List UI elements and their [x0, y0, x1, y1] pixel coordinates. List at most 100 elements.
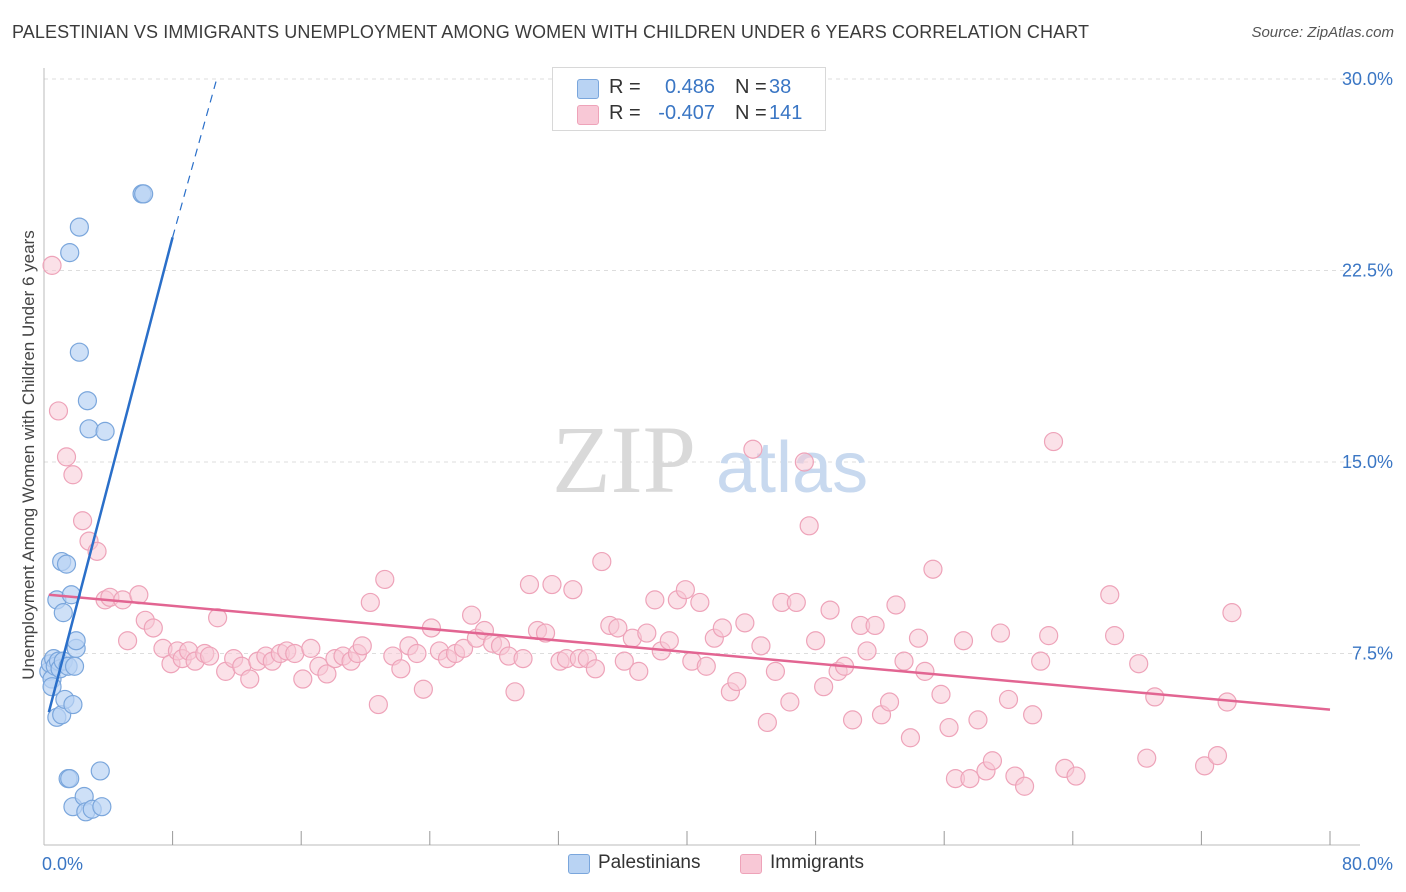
trend-lines	[47, 81, 1331, 713]
immigrants-point	[413, 679, 433, 699]
immigrants-point	[535, 623, 556, 643]
grid-lines	[44, 78, 1360, 654]
immigrants-point	[751, 636, 771, 656]
immigrants-point	[72, 511, 93, 531]
palestinians-legend-label: Palestinians	[598, 852, 701, 873]
palestinians-point	[56, 554, 77, 574]
immigrants-point	[1066, 766, 1086, 786]
immigrants-point	[1207, 746, 1228, 766]
immigrants-point	[690, 592, 710, 613]
y-tick-label: 15.0%	[1342, 452, 1393, 472]
palestinians-point	[69, 217, 89, 237]
x-tick-label: 80.0%	[1342, 854, 1393, 874]
immigrants-point	[743, 439, 763, 459]
immigrants-point	[915, 661, 935, 681]
immigrants-trend-line	[48, 593, 1331, 711]
immigrants-point	[1014, 776, 1035, 796]
immigrants-point	[923, 559, 943, 579]
immigrants-point	[317, 664, 337, 684]
immigrants-point	[857, 641, 877, 661]
immigrants-legend-label: Immigrants	[770, 852, 864, 873]
immigrants-point	[786, 592, 806, 613]
immigrants-point	[939, 717, 959, 738]
palestinians-point	[90, 761, 110, 781]
immigrants-point	[799, 516, 819, 536]
immigrants-point	[505, 682, 525, 702]
immigrants-point	[285, 643, 305, 664]
legend-n-label: N =	[735, 76, 767, 98]
immigrants-point	[757, 712, 777, 733]
immigrants-point	[360, 592, 380, 613]
immigrants-swatch	[740, 854, 762, 874]
immigrants-point	[42, 255, 62, 275]
immigrants-swatch	[577, 105, 599, 125]
tick-labels: 7.5% 15.0% 22.5% 30.0% 0.0% 80.0%	[42, 69, 1393, 874]
immigrants-point	[563, 580, 583, 600]
palestinians-point	[134, 184, 154, 204]
palestinians-point	[92, 797, 112, 817]
immigrants-point	[1104, 626, 1125, 646]
immigrants-point	[391, 659, 411, 679]
immigrants-points	[42, 255, 1242, 796]
palestinians-swatch	[568, 854, 590, 874]
immigrants-point	[968, 710, 988, 730]
immigrants-point	[240, 669, 260, 689]
legend-r-label: R =	[609, 102, 641, 124]
immigrants-point	[645, 590, 665, 610]
immigrants-point	[519, 574, 540, 595]
immigrants-point	[1100, 585, 1120, 605]
legend-row-palestinians: R = 0.486 N = 38	[553, 74, 825, 102]
correlation-legend: R = 0.486 N = 38 R = -0.407 N = 141	[552, 67, 826, 131]
immigrants-point	[608, 618, 628, 638]
watermark-zip: ZIP	[552, 406, 696, 513]
immigrants-point	[352, 636, 372, 656]
y-axis-label: Unemployment Among Women with Children U…	[19, 230, 38, 679]
y-tick-label: 30.0%	[1342, 69, 1393, 89]
watermark: ZIP atlas	[552, 406, 868, 513]
immigrants-point	[1023, 705, 1043, 725]
immigrants-point	[727, 671, 747, 692]
immigrants-point	[675, 580, 695, 600]
axes	[43, 68, 1360, 846]
immigrants-point	[659, 631, 679, 651]
source-label: Source: ZipAtlas.com	[1251, 24, 1394, 41]
immigrants-point	[990, 623, 1011, 643]
legend-r-label: R =	[609, 76, 641, 98]
immigrants-point	[1043, 431, 1064, 452]
legend-row-immigrants: R = -0.407 N = 141	[553, 100, 825, 128]
immigrants-point	[1195, 756, 1215, 776]
immigrants-point	[614, 651, 634, 671]
immigrants-point	[1031, 651, 1051, 671]
immigrants-point	[886, 595, 906, 615]
immigrants-point	[820, 600, 840, 620]
palestinians-point	[69, 342, 89, 362]
palestinians-point	[63, 694, 83, 715]
y-tick-label: 22.5%	[1342, 261, 1393, 281]
immigrants-point	[696, 656, 716, 676]
immigrants-point	[1145, 687, 1165, 707]
immigrants-point	[712, 618, 732, 638]
legend-r-value: -0.407	[658, 102, 715, 124]
immigrants-point	[48, 401, 69, 421]
immigrants-point	[63, 465, 83, 485]
immigrants-point	[982, 751, 1003, 771]
immigrants-point	[117, 631, 138, 651]
immigrants-point	[814, 677, 834, 697]
immigrants-point	[368, 694, 388, 715]
palestinians-trend-extension	[172, 81, 217, 238]
immigrants-point	[1039, 626, 1059, 646]
immigrants-point	[293, 669, 313, 689]
chart-title: PALESTINIAN VS IMMIGRANTS UNEMPLOYMENT A…	[12, 22, 1090, 42]
immigrants-point	[780, 692, 800, 712]
immigrants-point	[375, 569, 395, 590]
immigrants-point	[407, 643, 427, 664]
legend-n-value: 38	[769, 76, 792, 98]
immigrants-point	[842, 710, 863, 730]
immigrants-point	[879, 692, 900, 712]
legend-r-value: 0.486	[664, 76, 715, 98]
immigrants-point	[629, 661, 649, 681]
palestinians-points	[39, 184, 154, 822]
immigrants-point	[143, 618, 163, 638]
immigrants-point	[461, 605, 482, 625]
